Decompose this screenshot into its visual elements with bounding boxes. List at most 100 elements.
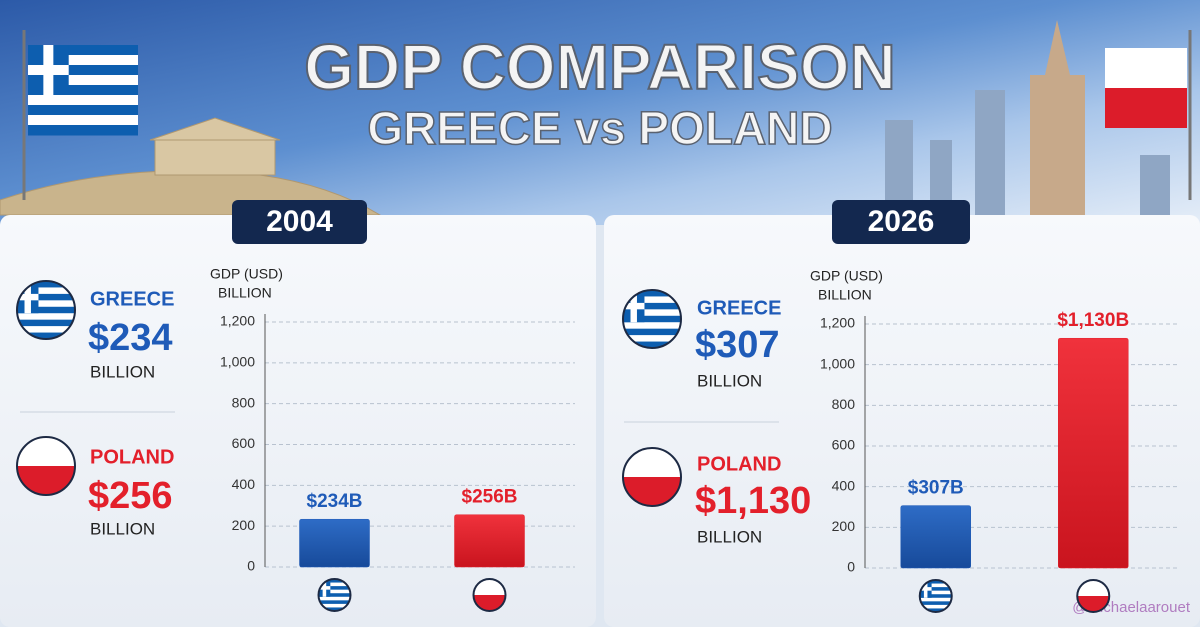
- greek-flag: [623, 290, 681, 348]
- country-name: GREECE: [90, 288, 174, 310]
- greek-flag: [17, 281, 75, 339]
- stripe: [919, 601, 952, 606]
- y-axis-label: GDP (USD): [210, 266, 283, 282]
- cross-v: [630, 290, 637, 323]
- stripe: [623, 341, 681, 348]
- panel-right: [604, 215, 1200, 627]
- flag-rim: [622, 289, 682, 349]
- country-unit: BILLION: [697, 371, 762, 390]
- stripe: [17, 300, 75, 308]
- stripe: [17, 332, 75, 339]
- stripe: [17, 281, 75, 288]
- stripe: [919, 587, 952, 592]
- stripe: [318, 586, 351, 591]
- y-tick-label: 800: [232, 394, 256, 410]
- y-axis-unit: BILLION: [818, 287, 872, 303]
- stripe: [28, 55, 138, 66]
- stripe: [623, 315, 681, 323]
- stripe: [17, 326, 75, 334]
- flag-rim: [622, 447, 682, 507]
- stripe: [919, 590, 952, 595]
- country-name: POLAND: [697, 453, 781, 475]
- country-name: POLAND: [90, 446, 174, 468]
- bar: [454, 514, 525, 568]
- y-tick-label: 200: [832, 518, 856, 534]
- stripe: [28, 75, 138, 86]
- year-badge: [232, 200, 367, 244]
- y-tick-label: 1,200: [820, 315, 855, 331]
- value-label: $1,130B: [1057, 310, 1129, 331]
- stripe: [623, 290, 681, 297]
- flag-rim: [317, 578, 352, 612]
- y-tick-label: 400: [232, 476, 256, 492]
- polish-flag-pole: [1105, 30, 1192, 200]
- panel-left: [0, 215, 596, 627]
- year-badge: [832, 200, 970, 244]
- stripe: [318, 596, 351, 601]
- stripe: [623, 302, 681, 310]
- bar: [299, 518, 370, 568]
- y-tick-label: 0: [247, 558, 255, 574]
- red-half: [1077, 596, 1110, 612]
- stripe: [28, 85, 138, 96]
- stripe: [623, 322, 681, 330]
- stripe: [623, 296, 681, 304]
- stripe: [919, 597, 952, 602]
- greek-flag: [318, 579, 351, 611]
- y-tick-label: 1,200: [220, 313, 255, 329]
- stripe: [17, 319, 75, 327]
- y-tick-label: 1,000: [820, 355, 855, 371]
- country-name: GREECE: [697, 297, 781, 319]
- polish-flag: [1077, 580, 1110, 612]
- y-tick-label: 800: [832, 396, 856, 412]
- flag-rim: [918, 579, 953, 613]
- y-axis-unit: BILLION: [218, 285, 272, 301]
- red-half: [473, 595, 506, 611]
- white-half: [473, 579, 506, 595]
- flag-rim: [1076, 579, 1111, 613]
- y-tick-label: 200: [232, 517, 256, 533]
- country-amount: $307: [695, 324, 780, 366]
- stripe: [318, 582, 351, 587]
- y-tick-label: 600: [832, 437, 856, 453]
- stripe: [28, 105, 138, 116]
- flag-rim: [16, 280, 76, 340]
- value-label: $256B: [462, 487, 518, 508]
- y-tick-label: 1,000: [220, 354, 255, 370]
- country-unit: BILLION: [90, 362, 155, 381]
- stripe: [919, 583, 952, 588]
- flag-rim: [16, 436, 76, 496]
- stripe: [623, 328, 681, 336]
- cross-v: [24, 281, 31, 314]
- stripe: [318, 603, 351, 608]
- polish-flag: [473, 579, 506, 611]
- stripe: [28, 115, 138, 126]
- stripe: [17, 293, 75, 301]
- stripe: [318, 600, 351, 605]
- chart-title: 2004: [266, 205, 333, 238]
- stripe: [28, 125, 138, 136]
- stripe: [318, 593, 351, 598]
- value-label: $234B: [307, 491, 363, 512]
- stripe: [17, 306, 75, 314]
- country-unit: BILLION: [697, 527, 762, 546]
- white-half: [1077, 580, 1110, 596]
- stripe: [919, 608, 952, 612]
- stripe: [28, 95, 138, 106]
- stripe: [623, 335, 681, 343]
- stripe: [919, 604, 952, 609]
- acropolis: [0, 117, 382, 216]
- stripe: [318, 579, 351, 584]
- stripe: [919, 580, 952, 585]
- flag-rim: [472, 578, 507, 612]
- stripe: [28, 45, 138, 56]
- y-axis-label: GDP (USD): [810, 268, 883, 284]
- subtitle: GREECE vs POLAND: [367, 102, 832, 154]
- greek-flag: [919, 580, 952, 612]
- cross-v: [43, 45, 54, 95]
- cross-v: [923, 580, 928, 598]
- title: GDP COMPARISON: [304, 31, 895, 103]
- stripe: [17, 287, 75, 295]
- bar: [900, 505, 971, 569]
